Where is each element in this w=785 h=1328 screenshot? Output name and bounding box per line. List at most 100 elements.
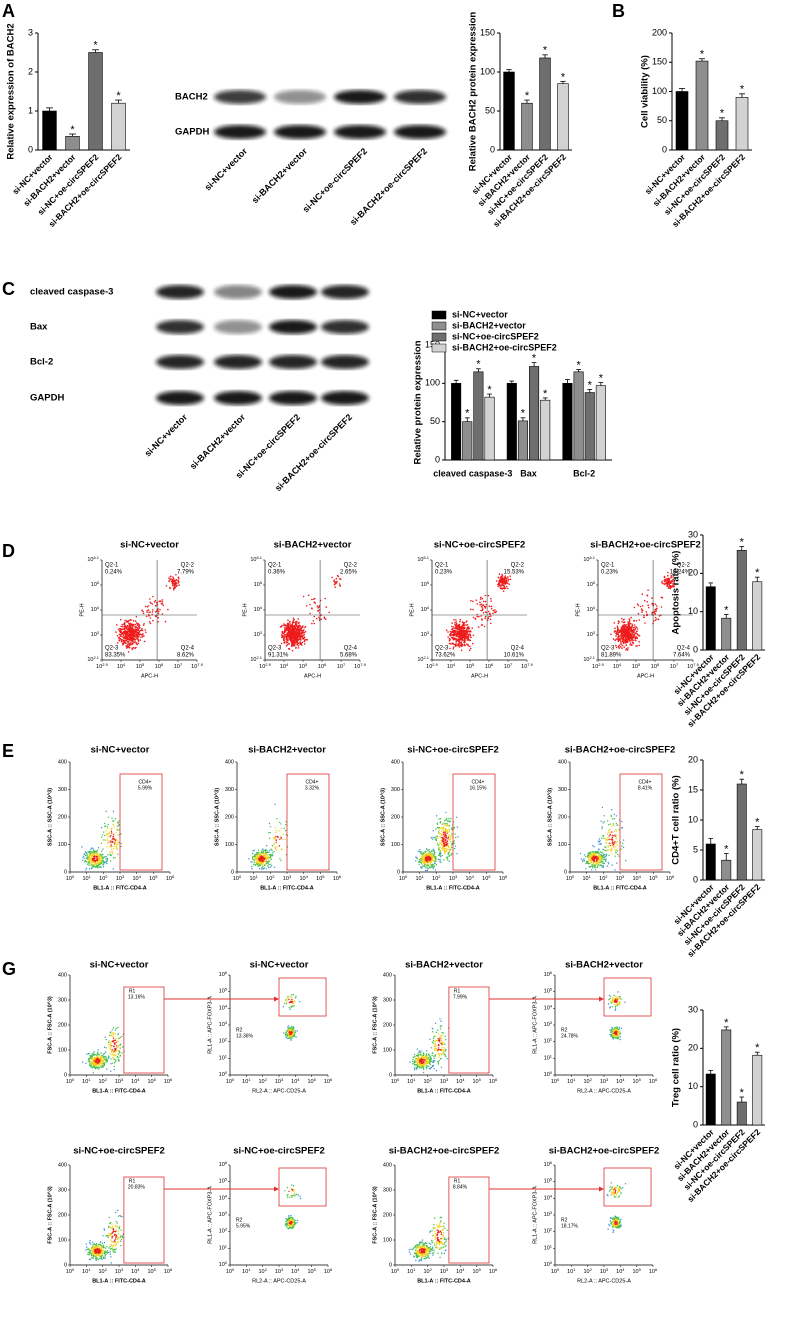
dot [109, 852, 110, 853]
dot [446, 850, 447, 851]
y-axis-label: PE-H [409, 603, 415, 616]
dot [281, 634, 283, 636]
dot [430, 854, 431, 855]
dot [263, 859, 264, 860]
dot [88, 1059, 89, 1060]
dot [133, 641, 135, 643]
dot [143, 623, 145, 625]
blot-band [394, 125, 446, 139]
dot [115, 818, 116, 819]
dot [490, 623, 492, 625]
dot [274, 804, 275, 805]
tick-label: 102.9 [592, 662, 604, 670]
dot [439, 833, 440, 834]
dot [585, 868, 586, 869]
dot [427, 861, 428, 862]
dot [646, 601, 648, 603]
dot [104, 862, 105, 863]
dot [98, 847, 99, 848]
dot [281, 643, 283, 645]
dot [435, 828, 436, 829]
dot [626, 644, 628, 646]
tick-label: 100 [399, 874, 408, 882]
dot [644, 600, 646, 602]
dot [433, 866, 434, 867]
dot [146, 616, 148, 618]
dot [459, 646, 461, 648]
dot [483, 612, 485, 614]
blot-band [156, 355, 204, 369]
dot [150, 617, 152, 619]
tick-exp: 5 [488, 874, 491, 879]
dot [94, 861, 95, 862]
dot [146, 611, 148, 613]
significance-label: * [740, 536, 745, 548]
dot [140, 637, 142, 639]
dot [664, 576, 666, 578]
dot [602, 867, 603, 868]
dot [588, 859, 589, 860]
tick-exp: 1 [256, 874, 259, 879]
bar [540, 58, 551, 150]
dot [600, 854, 601, 855]
dot [328, 612, 330, 614]
dot [106, 863, 107, 864]
panel-label: B [612, 1, 625, 21]
tick-label: 106.1 [417, 555, 429, 563]
legend-label: si-NC+vector [452, 309, 508, 319]
y-tick-label: 0 [662, 144, 667, 154]
dot [626, 648, 628, 650]
dot [305, 631, 307, 633]
bar [753, 830, 762, 880]
dot [449, 861, 450, 862]
dot [444, 853, 445, 854]
dot [103, 839, 104, 840]
dot [509, 575, 511, 577]
tick-exp: 7.9 [360, 662, 366, 667]
dot [100, 863, 101, 864]
dot [594, 867, 595, 868]
dot [445, 812, 446, 813]
dot [297, 643, 299, 645]
dot [132, 638, 134, 640]
significance-label: * [93, 40, 98, 52]
dot [599, 849, 600, 850]
tick-label: 106 [333, 874, 342, 882]
dot [431, 855, 432, 856]
dot [616, 862, 617, 863]
dot [306, 605, 308, 607]
dot [104, 835, 105, 836]
blot-band [156, 391, 204, 405]
bar [736, 97, 748, 150]
tick-exp: 6 [657, 662, 660, 667]
dot [131, 647, 133, 649]
dot [115, 840, 116, 841]
dot [661, 606, 663, 608]
tick-label: 107 [670, 662, 679, 670]
blot-band [321, 391, 369, 405]
dot [636, 638, 638, 640]
y-tick-label: 150 [652, 57, 667, 67]
dot [157, 608, 159, 610]
dot [633, 643, 635, 645]
tick-label: 107.9 [354, 662, 366, 670]
dot [423, 859, 424, 860]
dot [92, 1054, 93, 1055]
x-axis-label: BL1-A :: FITC-CD4-A [426, 885, 480, 891]
dot [120, 833, 121, 834]
dot [93, 1072, 94, 1073]
dot [442, 839, 443, 840]
dot [600, 856, 601, 857]
dot [318, 617, 320, 619]
dot [667, 578, 669, 580]
bar [518, 421, 527, 460]
dot [339, 578, 341, 580]
dot [437, 843, 438, 844]
y-axis-label: SSC-A :: SSC-A (10^3) [47, 788, 53, 846]
dot [301, 644, 303, 646]
dot [449, 849, 450, 850]
dot [90, 1061, 91, 1062]
tick-label: 300 [225, 787, 234, 793]
dot [116, 839, 117, 840]
dot [101, 851, 102, 852]
